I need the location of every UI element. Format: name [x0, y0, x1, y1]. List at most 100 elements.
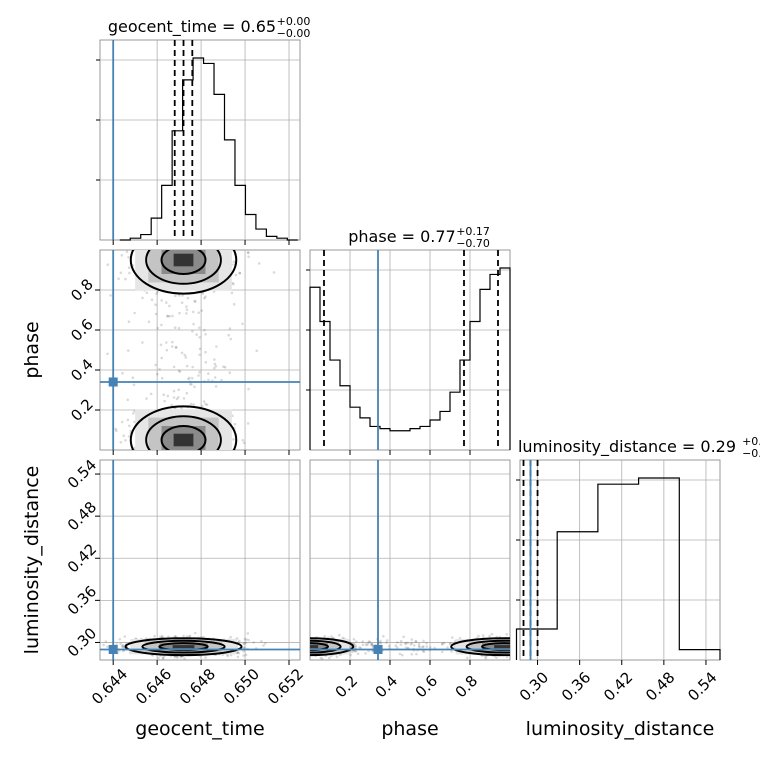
sample-point — [122, 434, 125, 438]
sample-point — [121, 644, 124, 648]
sample-point — [247, 251, 250, 255]
sample-point — [170, 403, 174, 407]
sample-point — [404, 642, 407, 646]
sample-point — [232, 260, 236, 264]
contour-level-3 — [310, 642, 329, 652]
sample-point — [410, 642, 414, 645]
contour-level-2 — [141, 639, 226, 654]
contour-level-1 — [129, 250, 238, 295]
sample-point — [242, 646, 245, 650]
grid-lines — [310, 460, 510, 660]
sample-point — [185, 312, 188, 315]
sample-point — [354, 650, 358, 653]
sample-point — [429, 646, 432, 649]
sample-point — [252, 641, 255, 644]
sample-point — [352, 638, 356, 641]
sample-point — [124, 277, 127, 281]
sample-point — [176, 656, 179, 659]
sample-point — [212, 290, 216, 293]
sample-point — [204, 361, 208, 364]
sample-point — [207, 378, 210, 382]
sample-point — [167, 635, 170, 639]
sample-point — [228, 371, 232, 375]
sample-point — [237, 651, 241, 655]
sample-point — [361, 640, 365, 643]
sample-point — [379, 639, 382, 643]
sample-point — [398, 652, 402, 656]
sample-point — [370, 642, 374, 646]
y-tick-label-phase: 0.8 — [67, 275, 97, 305]
sample-point — [158, 635, 162, 639]
sample-point — [232, 303, 236, 306]
sample-point — [418, 646, 421, 649]
sample-point — [413, 644, 416, 647]
y-axis-label-phase: phase — [21, 321, 43, 378]
sample-point — [425, 641, 428, 645]
sample-point — [127, 255, 130, 259]
x-tick-label-phase: 0.6 — [412, 672, 442, 702]
histogram-luminosity_distance — [515, 477, 721, 660]
density-block — [173, 433, 194, 447]
sample-point — [422, 645, 425, 648]
sample-point — [204, 333, 207, 336]
sample-point — [323, 634, 327, 638]
sample-point — [450, 650, 453, 653]
sample-point — [244, 641, 248, 645]
sample-point — [172, 396, 176, 399]
x-tick-label-phase: 0.2 — [332, 672, 362, 702]
sample-point — [356, 652, 360, 655]
sample-point — [124, 439, 127, 442]
y-tick-label-phase: 0.6 — [67, 315, 97, 345]
panel-frame — [309, 249, 511, 451]
panel-luminosity_distance-vs-phase — [309, 459, 511, 665]
title-sub-phase: −0.70 — [456, 237, 490, 250]
sample-point — [145, 291, 149, 295]
y-tick-label-luminosity_distance: 0.42 — [64, 540, 100, 576]
contour-level-2 — [465, 639, 510, 654]
sample-point — [387, 644, 391, 648]
sample-point — [425, 645, 429, 648]
sample-point — [190, 383, 193, 386]
contour-level-1 — [129, 405, 238, 450]
sample-point — [382, 635, 385, 638]
sample-point — [223, 366, 227, 369]
sample-point — [198, 370, 201, 374]
sample-point — [414, 639, 418, 643]
title-geocent_time: geocent_time = 0.65 — [108, 17, 276, 37]
sample-point — [119, 441, 123, 444]
sample-point — [484, 655, 487, 659]
sample-point — [330, 635, 333, 638]
sample-point — [186, 296, 190, 300]
sample-point — [227, 333, 230, 337]
sample-point — [213, 358, 216, 361]
sample-point — [262, 644, 265, 647]
contour-level-1 — [124, 637, 243, 657]
sample-point — [406, 641, 409, 645]
y-tick-label-luminosity_distance: 0.30 — [64, 624, 100, 660]
sample-point — [465, 656, 469, 660]
sample-point — [213, 362, 217, 366]
sample-point — [174, 345, 178, 349]
title-sup-geocent_time: +0.00 — [277, 15, 311, 28]
sample-point — [203, 328, 206, 332]
sample-point — [421, 645, 424, 649]
sample-point — [379, 641, 383, 645]
panel-frame — [519, 459, 721, 661]
sample-point — [183, 657, 186, 660]
sample-point — [188, 634, 192, 638]
contour-level-3 — [160, 425, 207, 450]
sample-point — [353, 646, 357, 649]
sample-point — [123, 635, 127, 638]
sample-point — [165, 301, 168, 304]
sample-point — [272, 271, 276, 274]
sample-point — [191, 330, 194, 333]
x-axis-label-luminosity_distance: luminosity_distance — [526, 718, 715, 740]
sample-point — [205, 403, 209, 407]
sample-point — [422, 650, 426, 653]
sample-point — [203, 296, 206, 300]
sample-point — [198, 353, 201, 357]
sample-point — [163, 399, 166, 403]
sample-point — [174, 635, 177, 638]
sample-point — [242, 649, 245, 653]
sample-point — [349, 653, 352, 657]
